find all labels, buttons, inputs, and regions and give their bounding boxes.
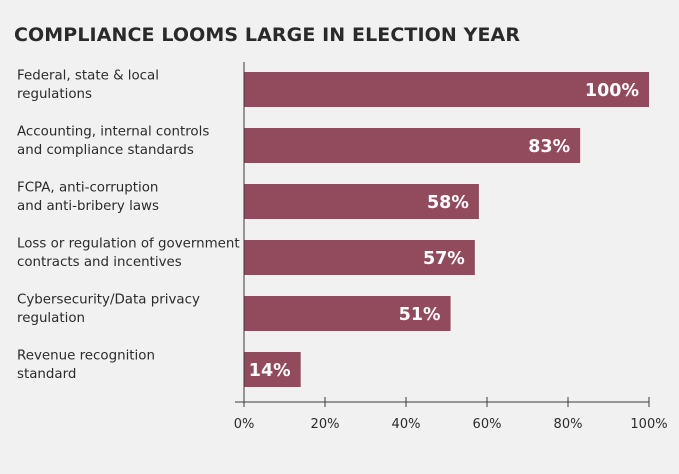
bar-value-label-1: 100% bbox=[585, 81, 639, 101]
category-labels: Federal, state & local regulations Account… bbox=[17, 68, 240, 382]
x-axis: 0% 20% 40% 60% 80% 100% bbox=[234, 62, 668, 432]
bar-value-label-3: 58% bbox=[427, 193, 469, 213]
category-label-3-line-1: FCPA, anti-corruption bbox=[17, 180, 158, 195]
bar-2 bbox=[244, 128, 581, 163]
bar-value-label-6: 14% bbox=[249, 361, 291, 381]
category-label-2-line-2: and compliance standards bbox=[17, 143, 194, 158]
category-label-2-line-1: Accounting, internal controls bbox=[17, 124, 209, 139]
category-label-6-line-2: standard bbox=[17, 367, 76, 382]
bar-4 bbox=[244, 240, 475, 275]
bar-5 bbox=[244, 296, 451, 331]
bar-value-label-5: 51% bbox=[399, 305, 441, 325]
bar-3 bbox=[244, 184, 479, 219]
x-tick-label-20: 20% bbox=[311, 417, 340, 432]
category-label-4-line-2: contracts and incentives bbox=[17, 255, 182, 270]
x-tick-label-40: 40% bbox=[392, 417, 421, 432]
x-tick-label-0: 0% bbox=[234, 417, 255, 432]
bar-1 bbox=[244, 72, 649, 107]
x-tick-label-100: 100% bbox=[630, 417, 667, 432]
category-label-1-line-1: Federal, state & local bbox=[17, 68, 159, 83]
x-tick-label-80: 80% bbox=[554, 417, 583, 432]
category-label-5-line-2: regulation bbox=[17, 311, 85, 326]
category-label-3-line-2: and anti-bribery laws bbox=[17, 199, 159, 214]
bar-6 bbox=[244, 352, 301, 387]
x-tick-label-60: 60% bbox=[473, 417, 502, 432]
bar-value-label-2: 83% bbox=[528, 137, 570, 157]
bar-value-label-4: 57% bbox=[423, 249, 465, 269]
category-label-4-line-1: Loss or regulation of government bbox=[17, 236, 240, 251]
bars-layer: 100% 83% 58% 57% 51% 14% bbox=[244, 72, 649, 387]
category-label-6-line-1: Revenue recognition bbox=[17, 348, 155, 363]
category-label-5-line-1: Cybersecurity/Data privacy bbox=[17, 292, 200, 307]
category-label-1-line-2: regulations bbox=[17, 87, 92, 102]
chart-title: COMPLIANCE LOOMS LARGE IN ELECTION YEAR bbox=[14, 24, 521, 46]
